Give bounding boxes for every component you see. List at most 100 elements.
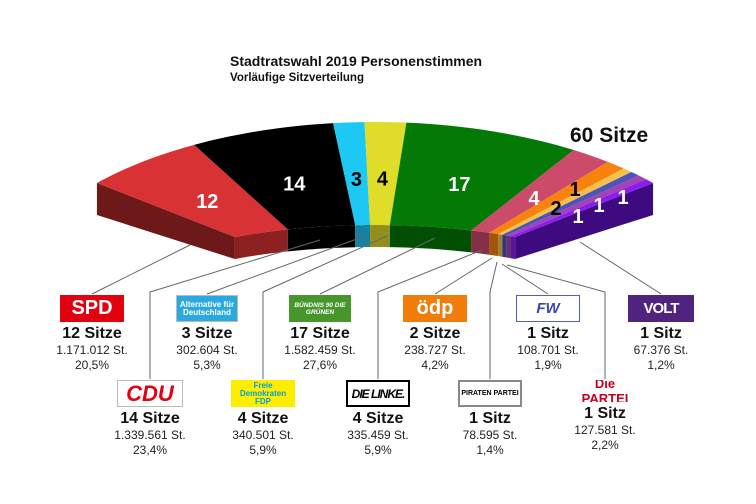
segment-label: 14 — [283, 173, 306, 195]
party-logo: Freie Demokraten FDP — [231, 380, 295, 407]
party-percentage: 1,4% — [476, 443, 504, 457]
segment-front-5 — [471, 230, 490, 255]
party-piraten: PIRATEN PARTEI 1 Sitz 78.595 St. 1,4% — [435, 380, 545, 458]
segment-front-0 — [234, 229, 288, 260]
party-votes: 1.582.459 St. — [284, 343, 356, 357]
party-votes: 78.595 St. — [462, 428, 518, 442]
party-logo: VOLT — [628, 295, 694, 322]
leader-line — [579, 241, 662, 295]
party-logo: Die PARTEI — [574, 380, 636, 402]
party-seats: 1 Sitz — [584, 405, 626, 422]
party-logo: SPD — [60, 295, 124, 322]
party-afd: Alternative für Deutschland 3 Sitze 302.… — [152, 295, 262, 373]
segment-front-9 — [506, 235, 511, 259]
segment-label: 1 — [569, 179, 580, 201]
leader-line — [489, 261, 498, 379]
segment-label: 4 — [528, 188, 540, 210]
party-cdu: CDU 14 Sitze 1.339.561 St. 23,4% — [95, 380, 205, 458]
party-seats: 14 Sitze — [120, 410, 180, 427]
chart-subtitle: Vorläufige Sitzverteilung — [230, 72, 364, 84]
leader-line — [262, 235, 388, 379]
party-spd: SPD 12 Sitze 1.171.012 St. 20,5% — [37, 295, 147, 373]
party-votes: 1.339.561 St. — [114, 428, 186, 442]
party-percentage: 2,2% — [591, 438, 619, 452]
party-logo: FW — [516, 295, 580, 322]
leader-line — [206, 235, 366, 295]
party-votes: 302.604 St. — [176, 343, 238, 357]
party-seats: 1 Sitz — [640, 325, 682, 342]
segment-label: 1 — [572, 206, 583, 228]
segment-front-8 — [502, 234, 507, 258]
segment-label: 17 — [448, 174, 470, 196]
chart-title: Stadtratswahl 2019 Personenstimmen — [230, 53, 483, 69]
party-die-partei: Die PARTEI 1 Sitz 127.581 St. 2,2% — [550, 380, 660, 453]
party-logo: PIRATEN PARTEI — [458, 380, 522, 407]
party-volt: VOLT 1 Sitz 67.376 St. 1,2% — [606, 295, 716, 373]
segment-label: 12 — [196, 191, 218, 213]
segment-cdu — [194, 123, 356, 230]
party-percentage: 27,6% — [302, 358, 338, 372]
leader-line — [506, 264, 606, 379]
party-ödp: ödp 2 Sitze 238.727 St. 4,2% — [380, 295, 490, 373]
segment-label: 1 — [617, 187, 628, 209]
segment-front-10 — [510, 236, 516, 260]
segment-front-2 — [355, 225, 371, 248]
party-seats: 12 Sitze — [62, 325, 122, 342]
segment-die-partei — [506, 175, 647, 237]
segment-label: 1 — [593, 195, 604, 217]
party-fw: FW 1 Sitz 108.701 St. 1,9% — [493, 295, 603, 373]
segment-front-1 — [287, 225, 356, 252]
segment-front-7 — [498, 234, 503, 257]
segment-piraten — [498, 168, 632, 235]
leader-line — [149, 239, 321, 379]
segment-spd — [96, 144, 288, 238]
leader-line — [319, 237, 436, 295]
party-seats: 3 Sitze — [181, 325, 233, 342]
party-logo: DIE LINKE. — [346, 380, 410, 407]
party-votes: 340.501 St. — [232, 428, 294, 442]
party-votes: 335.459 St. — [347, 428, 409, 442]
segment-label: 3 — [351, 169, 362, 191]
segment-afd — [333, 122, 371, 226]
party-logo: ödp — [403, 295, 467, 322]
party-percentage: 20,5% — [74, 358, 110, 372]
party-votes: 108.701 St. — [517, 343, 579, 357]
party-fdp: Freie Demokraten FDP 4 Sitze 340.501 St.… — [208, 380, 318, 458]
segment-front-4 — [389, 225, 472, 253]
party-percentage: 1,2% — [647, 358, 675, 372]
party-logo: CDU — [117, 380, 183, 407]
party-percentage: 4,2% — [421, 358, 449, 372]
segment-die-linke — [471, 150, 608, 233]
segment-grüne — [389, 122, 574, 231]
party-votes: 1.171.012 St. — [56, 343, 128, 357]
party-votes: 238.727 St. — [404, 343, 466, 357]
party-percentage: 5,9% — [249, 443, 277, 457]
party-seats: 4 Sitze — [237, 410, 289, 427]
segment-end-cap-right — [515, 182, 654, 260]
total-seats-label: 60 Sitze — [570, 124, 649, 147]
party-die-linke: DIE LINKE. 4 Sitze 335.459 St. 5,9% — [323, 380, 433, 458]
party-seats: 1 Sitz — [527, 325, 569, 342]
party-votes: 67.376 St. — [633, 343, 689, 357]
segment-label: 4 — [377, 169, 389, 191]
leader-line — [91, 244, 191, 295]
party-percentage: 1,9% — [534, 358, 562, 372]
party-votes: 127.581 St. — [574, 423, 636, 437]
leader-line — [377, 249, 483, 379]
party-logo: Alternative für Deutschland — [176, 295, 238, 322]
segment-ödp — [489, 161, 624, 235]
segment-end-cap-left — [96, 182, 235, 260]
party-grüne: BÜNDNIS 90 DIE GRÜNEN 17 Sitze 1.582.459… — [265, 295, 375, 373]
segment-volt — [510, 179, 654, 238]
party-percentage: 5,9% — [364, 443, 392, 457]
leader-line — [501, 263, 549, 295]
party-seats: 4 Sitze — [352, 410, 404, 427]
party-percentage: 5,3% — [193, 358, 221, 372]
party-percentage: 23,4% — [132, 443, 168, 457]
party-seats: 2 Sitze — [409, 325, 461, 342]
party-seats: 1 Sitz — [469, 410, 511, 427]
leader-line — [434, 257, 493, 295]
segment-fdp — [364, 122, 407, 226]
party-seats: 17 Sitze — [290, 325, 350, 342]
